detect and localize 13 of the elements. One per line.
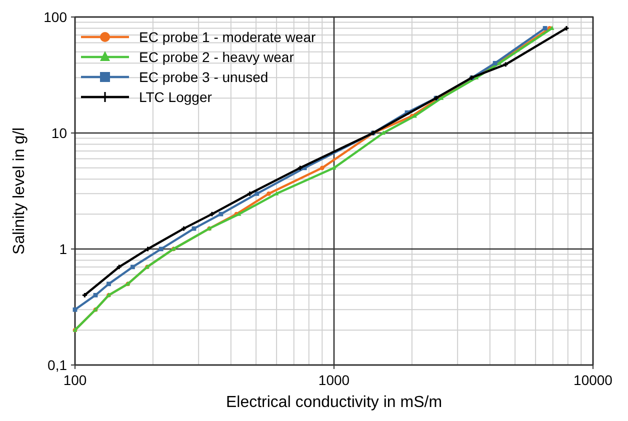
x-tick-label: 100 xyxy=(63,372,87,388)
legend-label: EC probe 1 - moderate wear xyxy=(139,28,316,45)
legend-label: EC probe 3 - unused xyxy=(139,68,268,85)
x-axis-title: Electrical conductivity in mS/m xyxy=(226,394,442,411)
y-tick-label: 10 xyxy=(51,124,68,141)
y-tick-label: 0,1 xyxy=(48,356,68,373)
y-tick-label: 1 xyxy=(59,240,68,257)
legend-label: EC probe 2 - heavy wear xyxy=(139,48,294,65)
legend-label: LTC Logger xyxy=(139,88,212,105)
x-tick-label: 1000 xyxy=(318,372,350,388)
y-axis-title: Salinity level in g/l xyxy=(11,127,28,255)
y-tick-label: 100 xyxy=(44,8,68,25)
x-tick-label: 10000 xyxy=(574,372,613,388)
